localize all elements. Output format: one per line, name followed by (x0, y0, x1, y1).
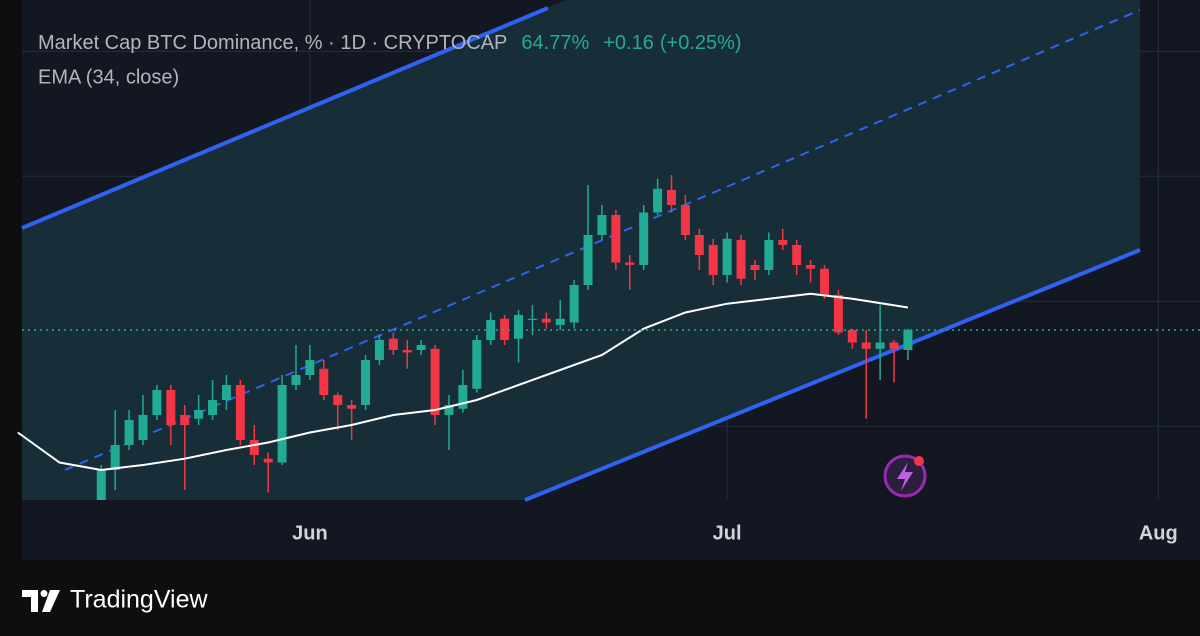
candle-body (792, 245, 802, 265)
candle-body (680, 205, 690, 235)
candle-body (166, 390, 176, 425)
candle-body (708, 245, 718, 275)
candle-body (208, 400, 218, 415)
candle-body (319, 368, 329, 395)
candle-body (152, 390, 162, 415)
candle-body (235, 385, 245, 440)
ema-line (17, 292, 909, 472)
candle-body (110, 445, 120, 470)
last-price: 64.77% (521, 32, 589, 54)
candle-body (764, 240, 774, 270)
candle-body (500, 318, 510, 340)
candle-body (333, 395, 343, 405)
candle-body (124, 420, 134, 445)
candle-body (221, 385, 231, 400)
candle-body (903, 330, 913, 350)
x-tick-label: Jun (292, 522, 328, 544)
candle-body (402, 350, 412, 353)
x-tick-label: Aug (1139, 522, 1178, 544)
candle-body (611, 215, 621, 263)
channel-lower (524, 248, 1141, 502)
candle-body (291, 375, 301, 385)
candle-body (96, 470, 106, 500)
candle-body (374, 340, 384, 360)
legend-entry: EMA (34, close) (38, 66, 179, 88)
candle-body (861, 342, 871, 349)
candle-body (639, 212, 649, 265)
candle-body (444, 405, 454, 415)
candle-body (875, 342, 885, 349)
candle-body (806, 265, 816, 269)
alert-icon (883, 454, 927, 498)
footer-brand: TradingView (70, 586, 209, 614)
x-tick-label: Jul (713, 522, 742, 544)
chart-header: Market Cap BTC Dominance, % · 1D · CRYPT… (38, 32, 742, 54)
candle-body (597, 215, 607, 235)
candle-body (778, 240, 788, 245)
candle-body (138, 415, 148, 440)
chart-title: Market Cap BTC Dominance, % · 1D · CRYPT… (38, 32, 507, 54)
candle-body (653, 188, 663, 213)
candle-body (583, 235, 593, 285)
candle-body (194, 410, 204, 419)
candle-body (527, 318, 537, 320)
candle-body (889, 342, 899, 349)
candle-body (569, 285, 579, 323)
candle-body (514, 315, 524, 339)
candle-body (263, 458, 273, 463)
candle-body (305, 360, 315, 375)
candle-body (625, 262, 635, 265)
candle-body (819, 268, 829, 295)
candle-body (180, 415, 190, 425)
candle-body (277, 385, 287, 463)
price-change: +0.16 (603, 32, 654, 54)
candle-body (736, 240, 746, 279)
candle-body (430, 348, 440, 415)
price-change-pct: (+0.25%) (660, 32, 742, 54)
channel-upper (21, 6, 549, 230)
candle-body (666, 190, 676, 205)
candle-body (833, 295, 843, 333)
candle-body (541, 318, 551, 323)
candle-body (388, 338, 398, 350)
candle-body (249, 440, 259, 455)
marks (17, 175, 1200, 500)
candle-body (722, 238, 732, 275)
candle-body (847, 330, 857, 343)
candle-body (458, 385, 468, 409)
candle-body (361, 360, 371, 405)
candle-body (750, 265, 760, 270)
candle-body (416, 345, 426, 350)
candle-body (694, 235, 704, 255)
candle-body (472, 340, 482, 389)
candle-body (555, 318, 565, 325)
candle-body (347, 405, 357, 409)
tradingview-logo (22, 590, 60, 612)
